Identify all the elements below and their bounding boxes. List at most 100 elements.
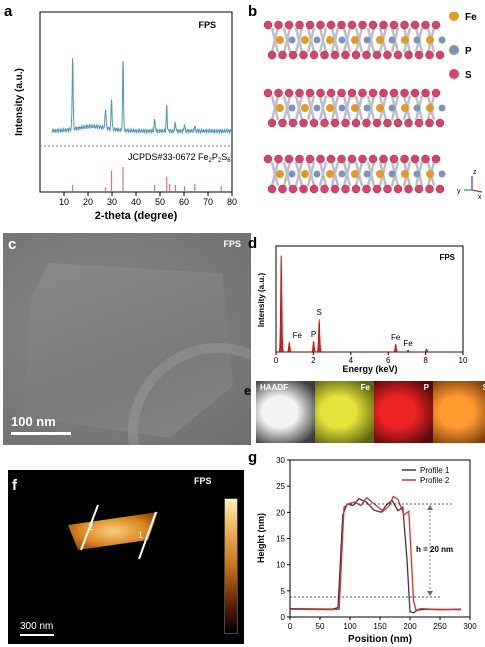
panel-label-a: a	[4, 3, 13, 20]
s-atom	[425, 184, 434, 194]
s-atom	[341, 50, 350, 60]
profile-ytick-label: 5	[281, 587, 286, 596]
s-atom	[337, 20, 346, 30]
s-atom	[330, 50, 340, 60]
s-atom	[326, 88, 336, 98]
colorbar-max: 28.1	[224, 475, 242, 485]
fe-atom	[426, 170, 434, 178]
s-atom	[347, 154, 357, 164]
legend-swatch-s	[449, 69, 459, 79]
eds-peak-label: Fe	[391, 333, 401, 342]
bond	[270, 95, 280, 121]
profile-legend-label: Profile 1	[420, 466, 450, 475]
bond	[366, 161, 376, 187]
s-atom	[393, 118, 403, 128]
s-atom	[330, 118, 340, 128]
s-atom	[389, 20, 399, 30]
profile-xtick-label: 150	[373, 622, 387, 631]
profile-xtick-label: 200	[403, 622, 417, 631]
profile-ylabel: Height (nm)	[256, 513, 266, 563]
p-atom	[413, 36, 421, 44]
profile-line-1	[138, 511, 157, 560]
s-atom	[288, 118, 298, 128]
s-atom	[320, 184, 329, 194]
s-atom	[400, 20, 409, 30]
fe-atom	[301, 36, 309, 44]
bond	[294, 27, 304, 53]
p-atom	[388, 36, 396, 44]
xrd-xtick-label: 60	[179, 197, 189, 207]
profile-xtick-label: 300	[463, 622, 477, 631]
p-atom	[363, 170, 371, 178]
s-atom	[410, 88, 420, 98]
profile-xtick-label: 50	[316, 622, 325, 631]
s-atom	[351, 50, 361, 60]
eds-xtick-label: 8	[423, 356, 428, 365]
panel-label-e: e	[244, 383, 252, 398]
bond	[282, 161, 292, 187]
fe-atom	[401, 36, 409, 44]
p-atom	[413, 170, 421, 178]
bond	[318, 161, 328, 187]
crystal-structure: Fe P S z x y	[263, 12, 483, 201]
profile-line-1-label: 1	[138, 530, 143, 540]
bond	[282, 27, 292, 53]
xrd-xtick-label: 40	[131, 197, 141, 207]
s-atom	[320, 50, 329, 60]
afm-tag: FPS	[194, 476, 212, 486]
map-label-fe: Fe	[360, 383, 370, 392]
axis-y: y	[457, 188, 461, 195]
s-atom	[320, 118, 329, 128]
axis-z: z	[473, 169, 477, 176]
s-atom	[263, 154, 273, 164]
bond	[306, 95, 316, 121]
s-atom	[379, 20, 388, 30]
s-atom	[414, 184, 424, 194]
s-atom	[368, 154, 378, 164]
bond	[270, 161, 280, 187]
eds-ylabel: Intensity (a.u.)	[257, 273, 266, 328]
s-atom	[274, 88, 283, 98]
profile-line-2	[80, 504, 99, 551]
xrd-xlabel: 2-theta (degree)	[95, 210, 178, 222]
s-atom	[372, 50, 382, 60]
fe-atom	[301, 170, 309, 178]
legend-label-fe: Fe	[465, 12, 477, 23]
s-atom	[316, 154, 325, 164]
s-atom	[362, 118, 371, 128]
fe-atom	[376, 170, 384, 178]
s-atom	[267, 118, 277, 128]
s-atom	[274, 20, 283, 30]
eds-peak-label: Fe	[403, 339, 413, 348]
profile-ytick-label: 20	[276, 508, 285, 517]
xrd-xtick-label: 70	[203, 197, 213, 207]
map-s: S	[433, 381, 485, 443]
bond	[342, 161, 352, 187]
p-atom	[413, 104, 421, 112]
s-atom	[431, 154, 441, 164]
s-atom	[347, 88, 357, 98]
afm-scalebar	[20, 634, 54, 636]
p-atom	[338, 104, 346, 112]
map-label-haadf: HAADF	[260, 383, 288, 392]
s-atom	[337, 154, 346, 164]
s-atom	[372, 118, 382, 128]
fe-atom	[401, 104, 409, 112]
profile-xlabel: Position (nm)	[348, 634, 412, 645]
profile-ytick-label: 30	[276, 456, 285, 465]
bond	[318, 27, 328, 53]
element-legend: Fe P S	[449, 12, 477, 81]
s-atom	[435, 184, 445, 194]
tem-image: c FPS 100 nm	[3, 233, 251, 445]
s-atom	[267, 50, 277, 60]
bond	[306, 161, 316, 187]
s-atom	[295, 88, 304, 98]
s-atom	[404, 50, 413, 60]
s-atom	[263, 20, 273, 30]
p-atom	[363, 104, 371, 112]
s-atom	[372, 184, 382, 194]
eds-xtick-label: 0	[274, 356, 279, 365]
s-atom	[410, 154, 420, 164]
fe-atom	[326, 36, 334, 44]
